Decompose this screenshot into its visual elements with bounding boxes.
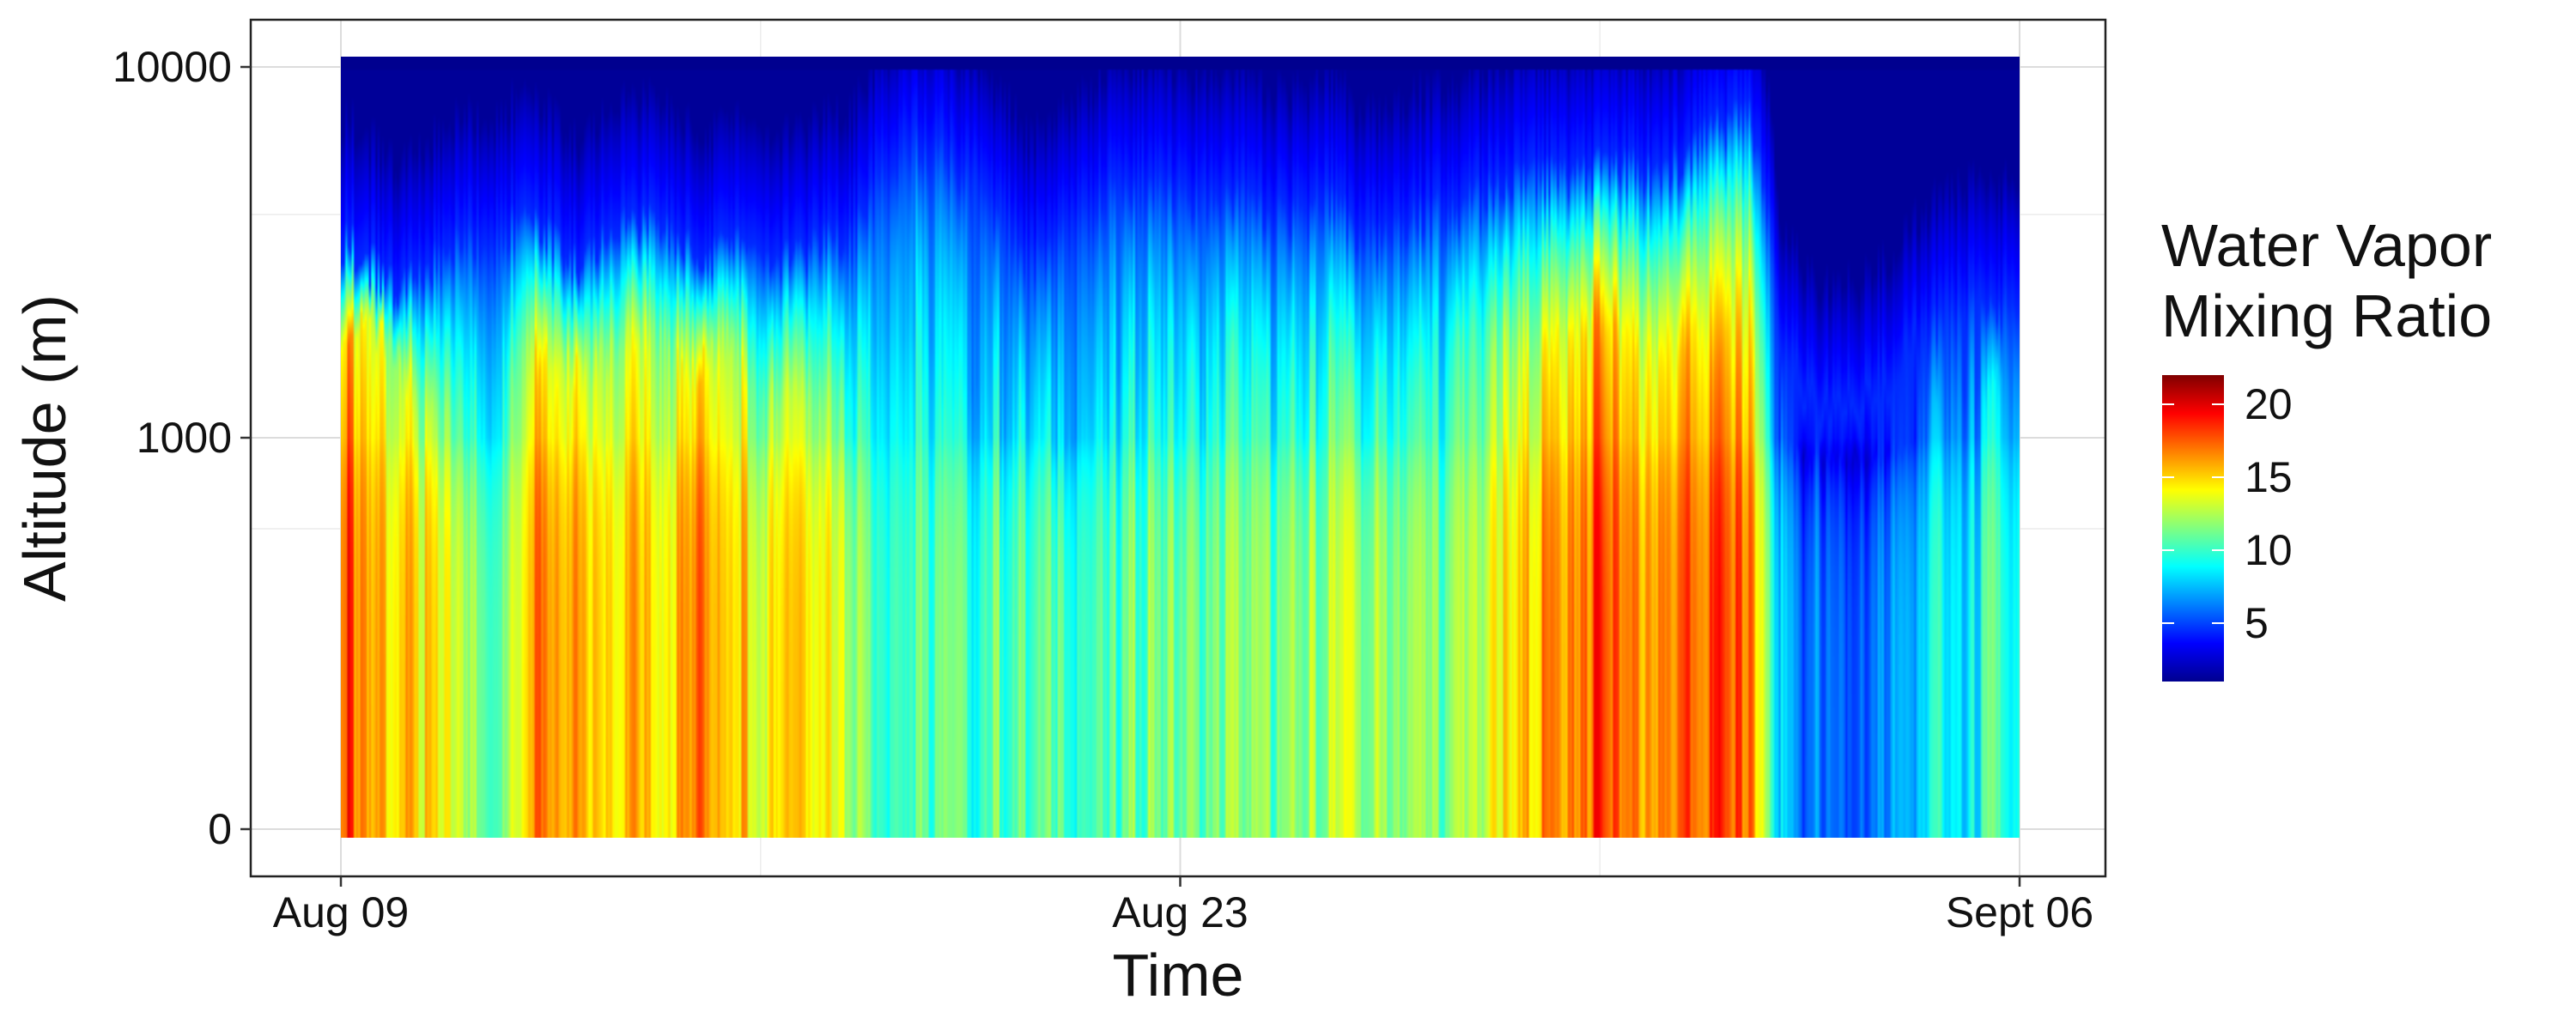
y-tick-label: 1000 — [137, 414, 232, 462]
x-tick-label: Aug 23 — [1112, 888, 1248, 936]
heatmap-raster — [341, 57, 2020, 838]
x-axis: Aug 09 Aug 23 Sept 06 — [273, 876, 2093, 936]
x-tick-label: Aug 09 — [273, 888, 409, 936]
legend: Water Vapor Mixing Ratio 5 10 15 20 — [2161, 212, 2492, 682]
x-axis-title: Time — [1113, 942, 1244, 1009]
legend-tick-label: 10 — [2245, 526, 2293, 574]
x-tick-label: Sept 06 — [1946, 888, 2093, 936]
legend-title-line-2: Mixing Ratio — [2161, 282, 2492, 349]
plot-border — [249, 18, 2107, 878]
y-axis: 0 1000 10000 — [112, 43, 251, 853]
legend-tick-label: 15 — [2245, 453, 2293, 501]
legend-title-line-1: Water Vapor — [2161, 212, 2492, 279]
legend-tick-label: 5 — [2245, 599, 2269, 647]
legend-colorbar — [2162, 375, 2224, 682]
y-axis-title: Altitude (m) — [11, 294, 78, 602]
legend-tick-label: 20 — [2245, 380, 2293, 428]
y-tick-label: 10000 — [112, 43, 232, 91]
legend-ticks: 5 10 15 20 — [2162, 380, 2293, 647]
y-tick-label: 0 — [208, 805, 232, 853]
